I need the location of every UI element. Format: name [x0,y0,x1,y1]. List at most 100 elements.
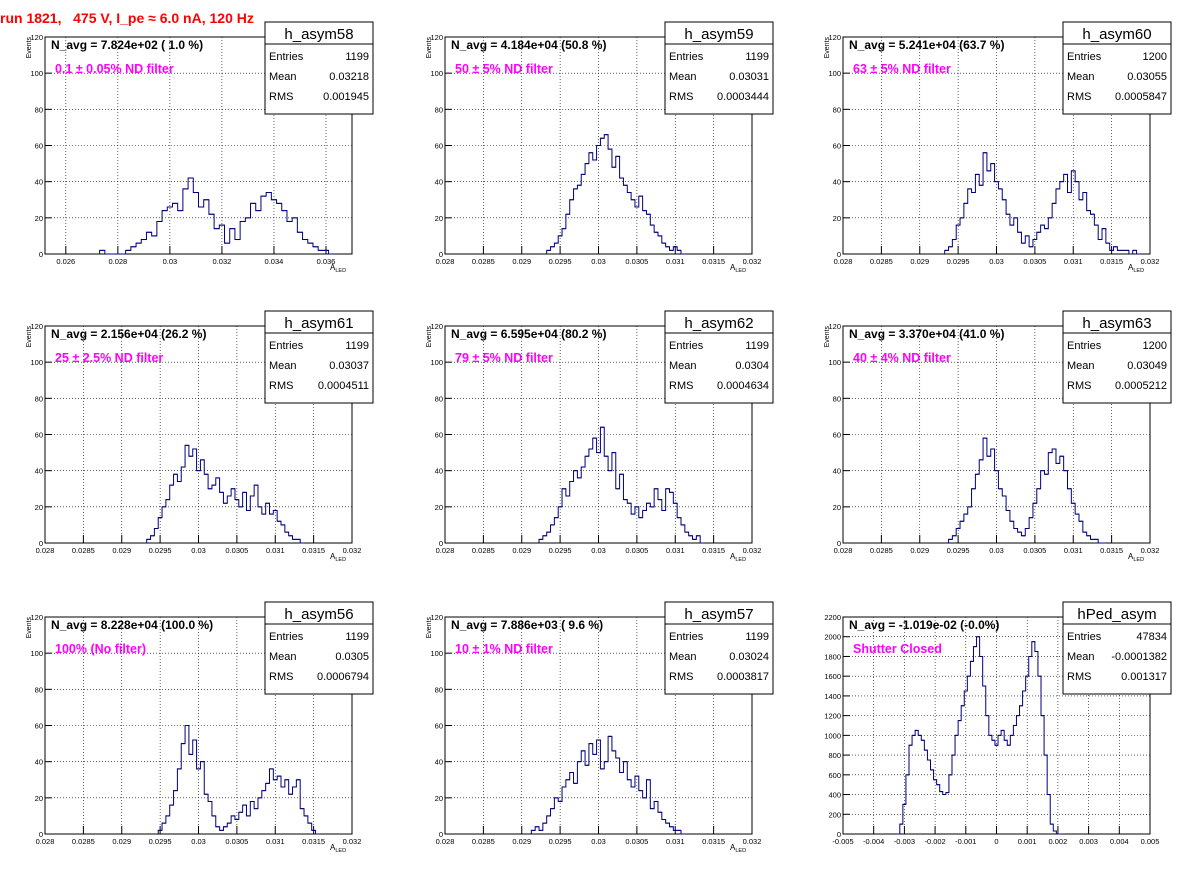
stats-box [664,601,774,695]
x-tick-label: 0.031 [266,837,285,846]
stats-entries-value: 1199 [345,51,369,63]
y-tick-label: 0 [39,539,43,548]
histogram-line [146,444,305,544]
stats-mean-label: Mean [1067,651,1095,663]
x-axis-label-sub: LED [1133,557,1144,563]
y-tick-label: 120 [30,613,43,622]
y-tick-label: 1800 [824,652,841,661]
x-tick-label: 0.0295 [549,257,572,266]
y-tick-label: 100 [30,69,43,78]
stats-title: h_asym62 [684,315,753,332]
x-tick-label: 0.0295 [149,546,172,555]
histogram-panel-hPed_asym: 0 200 400 600 800 1000 1200 1400 1600 1800 2000 220… [824,601,1172,846]
stats-rms-value: 0.0005847 [1115,91,1167,103]
y-tick-label: 1200 [824,712,841,721]
x-tick-label: 0.036 [317,257,336,266]
navg-label: N_avg = -1.019e-02 (-0.0%) [849,618,999,632]
x-axis-label-sub: LED [735,268,746,274]
x-axis-label-sub: LED [735,848,746,854]
stats-rms-label: RMS [669,91,693,103]
x-axis-label-main: A [730,552,736,561]
x-tick-label: -0.004 [863,837,884,846]
y-tick-label: 400 [828,791,841,800]
stats-mean-label: Mean [269,360,297,372]
stats-box [1062,21,1172,115]
stats-title: h_asym56 [284,606,353,623]
histogram-line [157,725,320,835]
stats-mean-label: Mean [669,651,697,663]
x-tick-label: 0.03 [591,257,606,266]
y-tick-label: 120 [30,33,43,42]
y-tick-label: 2000 [824,633,841,642]
x-tick-label: 0.032 [343,546,362,555]
y-tick-label: 2200 [824,613,841,622]
x-tick-label: 0.031 [1064,257,1083,266]
stats-rms-label: RMS [669,380,693,392]
x-tick-label: 0.0285 [472,257,495,266]
y-tick-label: 100 [828,69,841,78]
stats-entries-label: Entries [669,51,704,63]
x-tick-label: 0.0285 [72,546,95,555]
stats-mean-value: 0.0305 [335,651,369,663]
x-tick-label: 0.029 [910,546,929,555]
stats-entries-label: Entries [1067,340,1102,352]
x-tick-label: -0.001 [955,837,976,846]
x-tick-label: 0.029 [512,257,531,266]
stats-title: h_asym58 [284,26,353,43]
y-tick-label: 80 [35,685,43,694]
stats-box [1062,601,1172,695]
x-axis-label: ALED [1128,552,1144,563]
y-tick-label: 40 [435,467,443,476]
y-tick-label: 60 [435,431,443,440]
stats-entries-value: 47834 [1136,631,1167,643]
y-tick-label: 0 [837,539,841,548]
x-tick-label: 0.034 [265,257,284,266]
y-tick-label: 120 [430,613,443,622]
x-tick-label: 0.028 [36,837,55,846]
x-tick-label: 0.004 [1110,837,1129,846]
y-axis-label: Events [26,326,33,348]
x-tick-label: 0.0315 [302,837,325,846]
x-tick-label: 0.0305 [625,257,648,266]
histogram-panel-h_asym63: 0 20 40 60 80 100 120 0.028 0.0285 0.029 0.0295 0.0… [824,310,1172,563]
stats-mean-value: 0.0304 [735,360,769,372]
stats-mean-label: Mean [1067,360,1095,372]
y-tick-label: 20 [35,794,43,803]
x-tick-label: 0.028 [36,546,55,555]
x-tick-label: 0.028 [436,257,455,266]
navg-label: N_avg = 6.595e+04 (80.2 %) [451,327,606,341]
x-tick-label: 0.028 [834,546,853,555]
y-tick-label: 80 [833,394,841,403]
y-axis-label: Events [426,37,433,59]
histogram-line [896,636,1063,835]
stats-title: h_asym61 [284,315,353,332]
x-tick-label: 0.03 [163,257,178,266]
stats-rms-label: RMS [1067,671,1091,683]
run-title: run 1821, 475 V, I_pe ≈ 6.0 nA, 120 Hz [0,10,254,26]
y-tick-label: 80 [833,105,841,114]
x-axis-label-main: A [330,552,336,561]
y-tick-label: 120 [30,322,43,331]
x-tick-label: 0.0285 [72,837,95,846]
histogram-panel-h_asym62: 0 20 40 60 80 100 120 0.028 0.0285 0.029 0.0295 0.0… [426,310,774,563]
x-tick-label: 0.031 [266,546,285,555]
navg-label: N_avg = 4.184e+04 (50.8 %) [451,38,606,52]
navg-label: N_avg = 7.886e+03 ( 9.6 %) [451,618,603,632]
filter-label: Shutter Closed [853,642,942,656]
stats-rms-label: RMS [1067,91,1091,103]
filter-label: 79 ± 5% ND filter [455,351,553,365]
stats-entries-value: 1199 [745,340,769,352]
navg-label: N_avg = 5.241e+04 (63.7 %) [849,38,1004,52]
filter-label: 63 ± 5% ND filter [853,62,951,76]
x-tick-label: 0.028 [436,837,455,846]
y-tick-label: 60 [35,142,43,151]
stats-box [264,21,374,115]
x-tick-label: 0.032 [743,837,762,846]
x-tick-label: 0.029 [512,837,531,846]
y-tick-label: 0 [837,830,841,839]
y-tick-label: 0 [439,539,443,548]
stats-entries-label: Entries [269,51,304,63]
x-tick-label: 0.028 [108,257,127,266]
y-tick-label: 100 [30,649,43,658]
